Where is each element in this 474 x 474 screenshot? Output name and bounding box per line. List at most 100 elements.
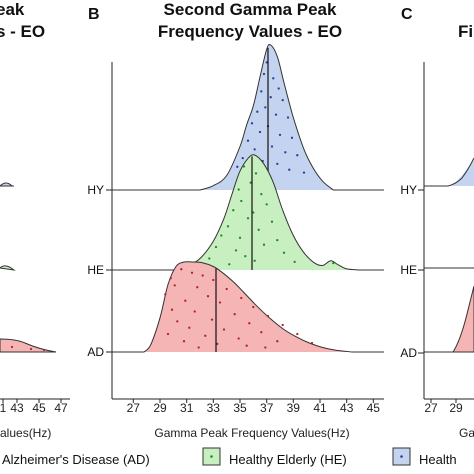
panel-b: B Second Gamma Peak Frequency Values - E… [87,0,384,440]
ytick-label-hy: HY [87,183,104,197]
xtick-label: 33 [207,401,221,415]
panel-a-ad-point [29,347,33,351]
data-point-he [226,225,230,228]
data-point-ad [169,277,172,280]
data-point-ad [296,332,299,336]
data-point-he [234,249,238,252]
data-point-hy [281,98,284,102]
panel-b-ridges [112,43,384,353]
panel-a-ad-point [42,348,46,352]
panel-b-title-line-1: Second Gamma Peak [164,0,337,19]
data-point-he [260,192,263,196]
data-point-he [276,238,279,242]
data-point-hy [296,154,299,157]
ridge-he-fill [176,154,360,270]
data-point-hy [278,133,282,137]
xtick-label: 27 [127,401,141,415]
data-point-hy [256,110,259,113]
data-point-hy [272,77,275,80]
legend-label-ad: Alzheimer's Disease (AD) [2,452,150,467]
data-point-ad [210,318,214,321]
panel-a-ridges [0,182,57,353]
ridge-ad-outline [112,261,384,353]
data-point-ad [237,337,240,340]
data-point-ad [276,340,279,343]
data-point-ad [173,284,176,287]
data-point-hy [274,113,278,116]
data-point-hy [286,116,290,119]
panel-a-he-ridge [0,265,16,271]
panel-b-title-line-2: Frequency Values - EO [158,22,342,41]
panel-a-xtick-label: 43 [10,401,24,415]
panel-b-x-axis-label: Gamma Peak Frequency Values(Hz) [154,426,349,440]
panel-c-xtick-label: 27 [424,401,438,415]
panel-c-title-fragment: Fi [458,22,473,41]
xtick-label: 31 [180,401,194,415]
data-point-ad [222,328,226,331]
data-point-hy [264,106,267,109]
data-point-ad [260,331,263,334]
panel-c-ytick-label: HE [400,263,417,277]
panel-b-x-ticks: 27 29 31 33 35 37 39 41 43 45 [127,399,381,415]
data-point-he [232,209,235,212]
data-point-hy [253,148,256,151]
panel-a-ad-point [10,345,14,349]
panel-c-hy-outline [424,157,474,187]
data-point-hy [277,87,280,90]
panel-c-hy-ridge [424,160,474,186]
data-point-hy [265,61,268,64]
panel-a-ad-ridge [0,338,57,353]
data-point-ad [310,341,314,345]
panel-c-letter: C [401,6,413,23]
data-point-ad [225,287,228,291]
data-point-hy [258,130,262,134]
ytick-label-ad: AD [87,345,104,359]
data-point-he [257,228,260,231]
data-point-ad [206,295,210,298]
data-point-ad [180,268,183,271]
ridge-he [112,154,384,271]
xtick-label: 37 [260,401,274,415]
panel-c-partial: C Fi HY HE AD 27 29 Ga [400,6,474,440]
data-point-hy [302,171,306,174]
data-point-ad [197,346,200,349]
data-point-he [249,181,252,184]
data-point-ad [218,301,222,304]
ytick-label-he: HE [87,263,104,277]
data-point-he [244,255,247,258]
data-point-ad [204,334,207,337]
data-point-ad [264,346,267,349]
legend-label-hy: Health [419,452,457,467]
panel-a-xtick-label: 1 [0,401,7,415]
panel-b-y-ticks: HY HE AD [87,183,112,359]
data-point-ad [266,314,270,318]
panel-a-partial: eak s - EO 1 43 45 47 alues(Hz) [0,0,70,440]
data-point-he [252,211,255,214]
data-point-ad [196,286,199,289]
panel-c-ad-ridge [424,285,474,353]
data-point-hy [290,136,294,139]
data-point-hy [260,90,263,93]
xtick-label: 29 [153,401,167,415]
ridge-hy-outline [112,43,384,191]
data-point-ad [170,308,174,311]
xtick-label: 45 [367,401,381,415]
ridge-ad-fill [144,261,352,352]
data-point-he [254,172,258,175]
data-point-ad [182,340,186,343]
panel-a-xtick-label: 45 [32,401,46,415]
panel-c-ytick-label: AD [400,346,417,360]
xtick-label: 43 [340,401,354,415]
data-point-hy [284,151,287,154]
data-point-he [242,165,246,168]
data-point-hy [288,168,291,171]
legend-label-he: Healthy Elderly (HE) [229,452,347,467]
panel-c-ytick-label: HY [400,183,417,197]
data-point-ad [201,274,204,277]
data-point-hy [250,122,254,125]
data-point-ad [176,320,179,323]
data-point-ad [281,323,284,327]
data-point-he [293,260,296,264]
data-point-ad [193,310,196,313]
data-point-he [262,243,266,246]
